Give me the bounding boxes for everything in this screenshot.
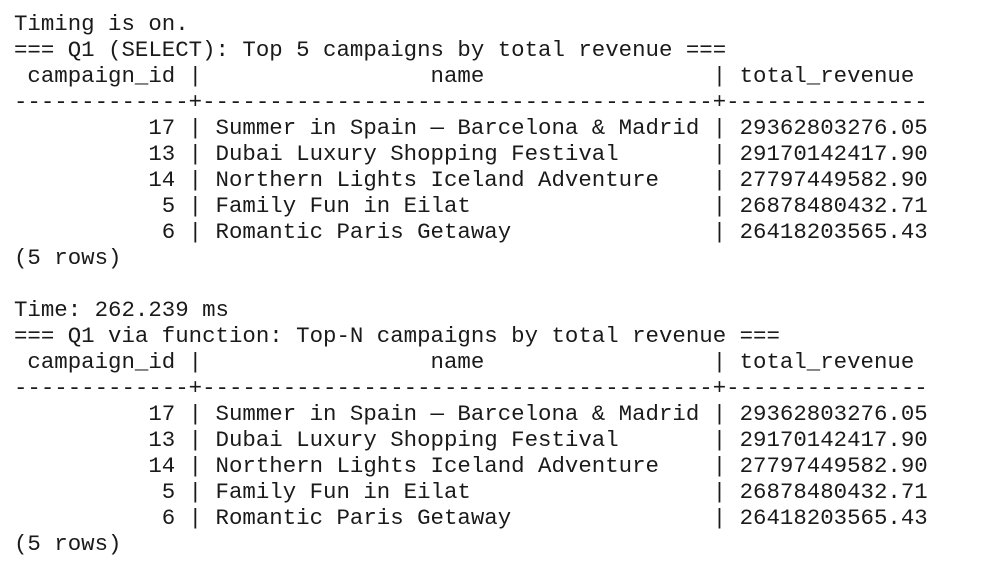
output-line: === Q1 (SELECT): Top 5 campaigns by tota… bbox=[14, 37, 727, 63]
output-line: 17 | Summer in Spain — Barcelona & Madri… bbox=[14, 115, 928, 141]
output-line: 17 | Summer in Spain — Barcelona & Madri… bbox=[14, 401, 928, 427]
output-line: Time: 262.239 ms bbox=[14, 297, 229, 323]
output-line: 14 | Northern Lights Iceland Adventure |… bbox=[14, 453, 928, 479]
output-line: -------------+--------------------------… bbox=[14, 375, 928, 401]
output-line: 13 | Dubai Luxury Shopping Festival | 29… bbox=[14, 141, 928, 167]
output-line: 14 | Northern Lights Iceland Adventure |… bbox=[14, 167, 928, 193]
output-line: 13 | Dubai Luxury Shopping Festival | 29… bbox=[14, 427, 928, 453]
output-block: Timing is on. === Q1 (SELECT): Top 5 camp… bbox=[14, 11, 990, 271]
output-line: === Q1 via function: Top-N campaigns by … bbox=[14, 323, 780, 349]
output-line: Timing is on. bbox=[14, 11, 189, 37]
output-line: 6 | Romantic Paris Getaway | 26418203565… bbox=[14, 219, 928, 245]
output-line: 6 | Romantic Paris Getaway | 26418203565… bbox=[14, 505, 928, 531]
output-line: (5 rows) bbox=[14, 531, 122, 557]
output-line: (5 rows) bbox=[14, 245, 122, 271]
output-line: campaign_id | name | total_revenue bbox=[14, 349, 915, 375]
output-line: campaign_id | name | total_revenue bbox=[14, 63, 915, 89]
output-line: -------------+--------------------------… bbox=[14, 89, 928, 115]
output-line: 5 | Family Fun in Eilat | 26878480432.71 bbox=[14, 193, 928, 219]
output-line: 5 | Family Fun in Eilat | 26878480432.71 bbox=[14, 479, 928, 505]
output-block: Time: 262.239 ms === Q1 via function: Top… bbox=[14, 297, 990, 557]
